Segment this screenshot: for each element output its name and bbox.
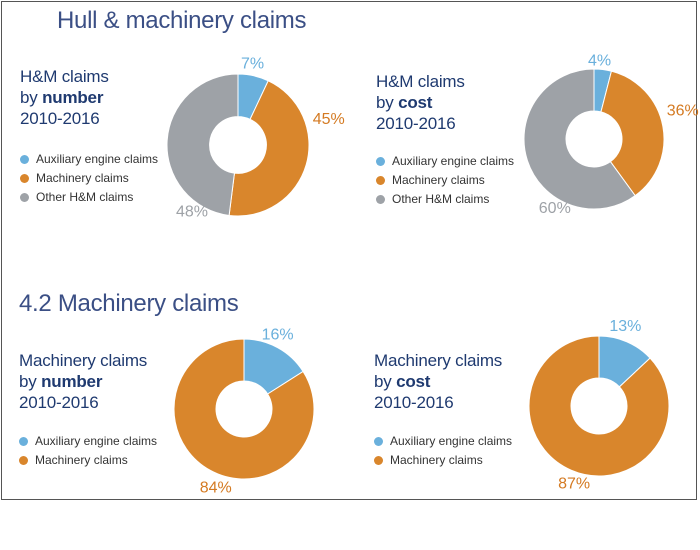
donut-chart-machinery-number: 16% 84% [173,327,315,497]
donut-slice-machinery [173,338,315,480]
chart-legend: Auxiliary engine claims Machinery claims [19,432,157,470]
chart-title-metric: number [42,88,104,107]
chart-title: Machinery claims by cost 2010-2016 [374,350,502,413]
legend-swatch-auxiliary [376,157,385,166]
data-label-auxiliary: 16% [262,327,294,344]
legend-item-auxiliary: Auxiliary engine claims [374,432,512,451]
chart-title-line-1: Machinery claims [374,351,503,370]
chart-title-by: by [20,88,38,107]
data-label-other: 48% [176,204,208,221]
section-title-hull-machinery: Hull & machinery claims [57,7,307,34]
legend-swatch-machinery [374,456,383,465]
donut-chart-hm-number: 7% 45% 48% [166,55,345,221]
chart-panel-hm-cost: H&M claims by cost 2010-2016 Auxiliary e… [376,71,700,271]
legend-label: Machinery claims [392,173,485,187]
chart-title-period: 2010-2016 [19,393,99,412]
legend-item-machinery: Machinery claims [20,169,158,188]
data-label-machinery: 87% [558,476,590,493]
data-label-other: 60% [539,200,571,217]
chart-title-line-1: Machinery claims [19,351,148,370]
chart-title-line-1: H&M claims [20,67,109,86]
data-label-machinery: 84% [200,480,232,497]
chart-legend: Auxiliary engine claims Machinery claims… [20,150,158,207]
data-label-auxiliary: 13% [609,318,641,335]
chart-panel-machinery-cost: Machinery claims by cost 2010-2016 Auxil… [374,350,700,550]
legend-label: Auxiliary engine claims [35,434,158,448]
legend-item-other: Other H&M claims [20,188,158,207]
chart-title-metric: cost [396,372,431,391]
chart-title: H&M claims by number 2010-2016 [20,66,109,129]
data-label-auxiliary: 7% [241,55,264,72]
donut-slice-machinery [600,70,665,197]
legend-item-machinery: Machinery claims [376,171,514,190]
legend-swatch-auxiliary [20,155,29,164]
chart-title-line-1: H&M claims [376,72,465,91]
legend-label: Other H&M claims [392,192,490,206]
chart-title-by: by [376,93,394,112]
legend-swatch-machinery [376,176,385,185]
donut-slice-machinery [528,335,670,477]
legend-label: Auxiliary engine claims [392,154,515,168]
data-label-machinery: 36% [667,103,699,120]
legend-label: Other H&M claims [36,190,134,204]
chart-title-metric: number [41,372,103,391]
legend-swatch-other [376,195,385,204]
chart-title-period: 2010-2016 [374,393,454,412]
legend-swatch-other [20,193,29,202]
data-label-auxiliary: 4% [588,52,611,69]
chart-title: H&M claims by cost 2010-2016 [376,71,465,134]
legend-label: Machinery claims [36,171,129,185]
legend-label: Machinery claims [35,453,128,467]
chart-title-period: 2010-2016 [376,114,456,133]
legend-swatch-machinery [19,456,28,465]
legend-item-auxiliary: Auxiliary engine claims [19,432,157,451]
chart-title-metric: cost [398,93,433,112]
chart-title-by: by [19,372,37,391]
legend-label: Auxiliary engine claims [36,152,159,166]
legend-swatch-auxiliary [374,437,383,446]
legend-label: Machinery claims [390,453,483,467]
chart-legend: Auxiliary engine claims Machinery claims… [376,152,514,209]
chart-title-period: 2010-2016 [20,109,100,128]
chart-panel-machinery-number: Machinery claims by number 2010-2016 Aux… [19,350,359,550]
legend-item-machinery: Machinery claims [19,451,157,470]
donut-chart-hm-cost: 4% 36% 60% [523,52,699,217]
legend-swatch-auxiliary [19,437,28,446]
legend-label: Auxiliary engine claims [390,434,513,448]
donut-slice-other [523,68,636,210]
donut-slice-other [166,73,239,216]
data-label-machinery: 45% [313,111,345,128]
legend-item-auxiliary: Auxiliary engine claims [20,150,158,169]
chart-legend: Auxiliary engine claims Machinery claims [374,432,512,470]
chart-title-by: by [374,372,392,391]
legend-item-machinery: Machinery claims [374,451,512,470]
figure-frame: Hull & machinery claims 4.2 Machinery cl… [1,1,700,500]
chart-panel-hm-number: H&M claims by number 2010-2016 Auxiliary… [20,66,360,266]
donut-slice-machinery [228,80,310,217]
legend-item-other: Other H&M claims [376,190,514,209]
donut-chart-machinery-cost: 13% 87% [528,318,670,493]
chart-title: Machinery claims by number 2010-2016 [19,350,147,413]
legend-swatch-machinery [20,174,29,183]
section-title-machinery-claims: 4.2 Machinery claims [19,290,239,317]
legend-item-auxiliary: Auxiliary engine claims [376,152,514,171]
